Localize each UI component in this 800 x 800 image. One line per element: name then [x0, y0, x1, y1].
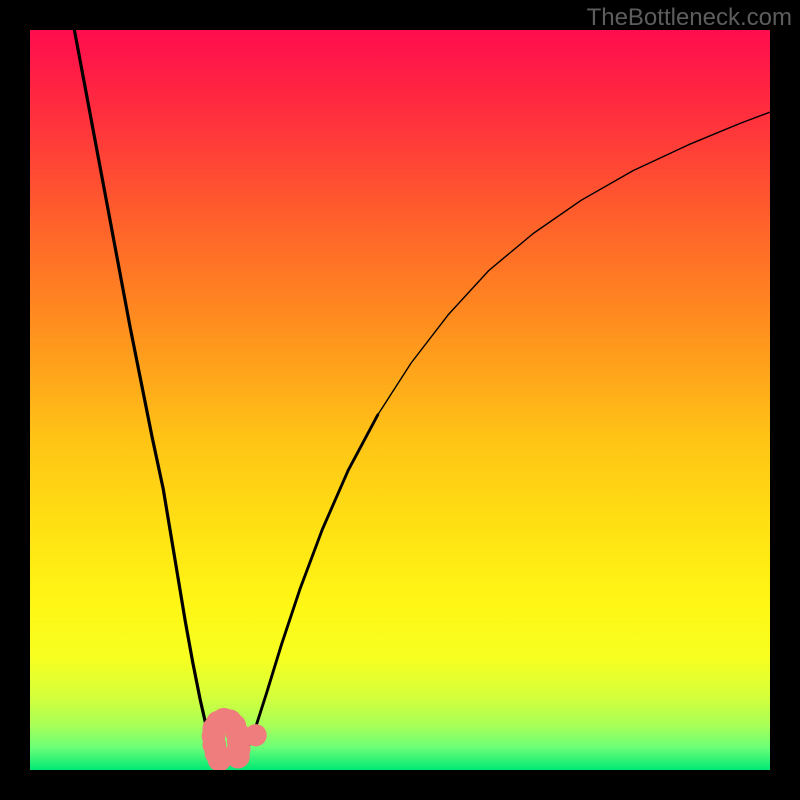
plot-area	[30, 30, 770, 770]
figure-root: TheBottleneck.com	[0, 0, 800, 800]
bottleneck-chart	[30, 30, 770, 770]
attribution-watermark: TheBottleneck.com	[587, 4, 792, 32]
marker-dot	[226, 745, 250, 769]
gradient-background	[30, 30, 770, 770]
marker-dot	[245, 724, 267, 746]
